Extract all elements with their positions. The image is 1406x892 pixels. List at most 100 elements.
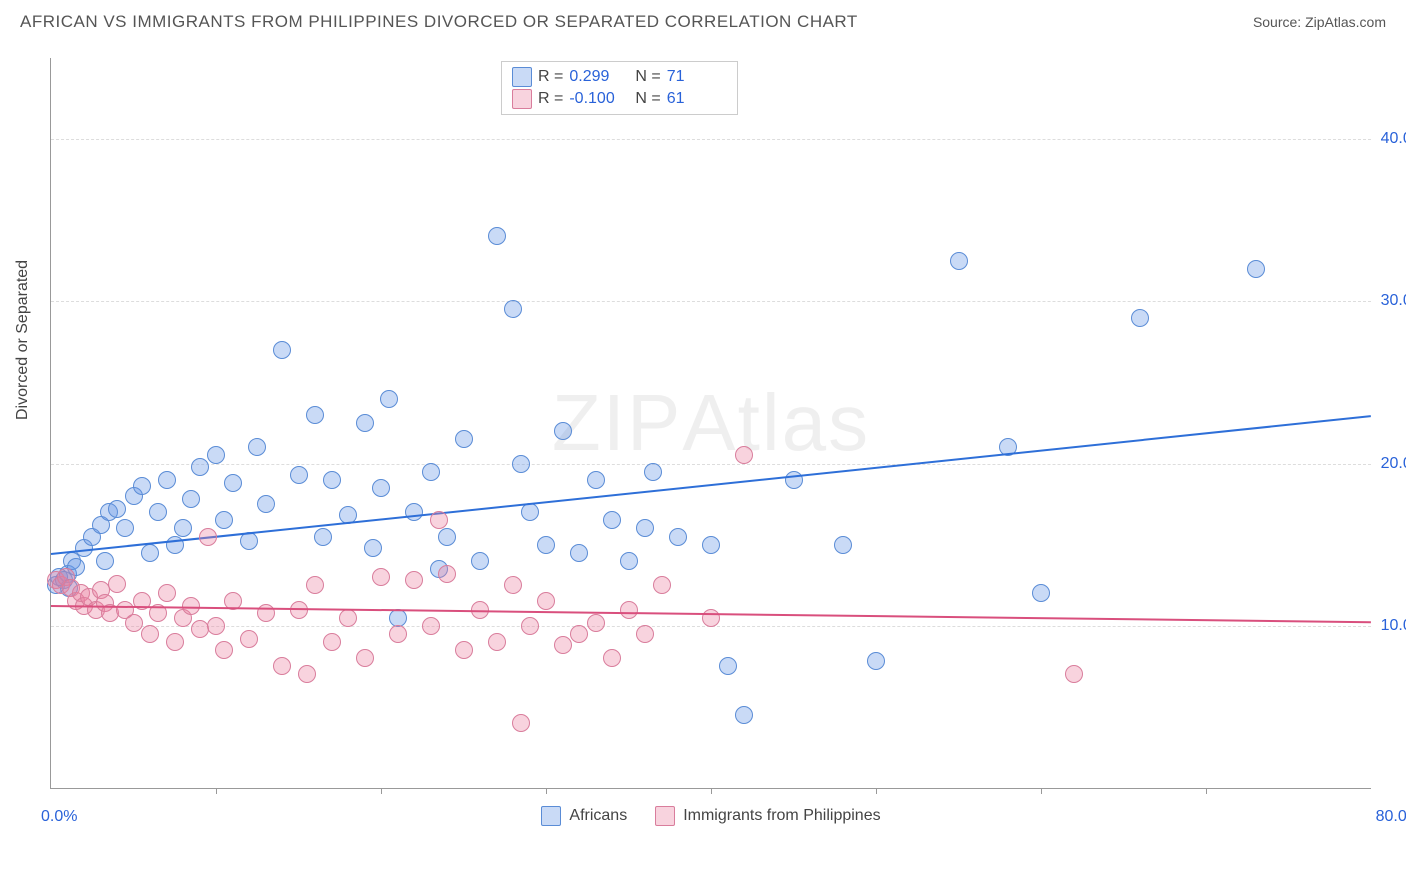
grid-line [51,301,1371,302]
data-point [644,463,662,481]
data-point [702,536,720,554]
y-axis-label: Divorced or Separated [14,260,32,420]
stats-box: R = 0.299 N = 71 R = -0.100 N = 61 [501,61,738,115]
data-point [504,300,522,318]
data-point [389,625,407,643]
data-point [719,657,737,675]
data-point [1247,260,1265,278]
data-point [537,536,555,554]
data-point [554,636,572,654]
data-point [488,633,506,651]
data-point [191,458,209,476]
data-point [215,641,233,659]
data-point [570,544,588,562]
data-point [133,477,151,495]
watermark-thin: Atlas [682,378,870,467]
data-point [96,552,114,570]
legend-swatch-2 [655,806,675,826]
stats-N-label: N = [635,68,660,86]
data-point [224,474,242,492]
data-point [504,576,522,594]
data-point [455,430,473,448]
data-point [339,609,357,627]
data-point [702,609,720,627]
data-point [158,471,176,489]
data-point [521,617,539,635]
watermark: ZIPAtlas [552,377,870,469]
data-point [257,604,275,622]
data-point [240,630,258,648]
data-point [298,665,316,683]
data-point [636,519,654,537]
y-tick-label: 40.0% [1381,130,1406,148]
data-point [570,625,588,643]
data-point [158,584,176,602]
trend-line-1 [51,415,1371,555]
data-point [405,571,423,589]
data-point [141,544,159,562]
data-point [620,601,638,619]
scatter-chart: ZIPAtlas R = 0.299 N = 71 R = -0.100 N =… [50,58,1371,789]
x-tick [216,788,217,794]
data-point [422,617,440,635]
x-tick [1041,788,1042,794]
data-point [290,466,308,484]
data-point [199,528,217,546]
y-tick-label: 30.0% [1381,292,1406,310]
data-point [306,406,324,424]
stats-N-value-2: 61 [667,90,727,108]
x-tick [711,788,712,794]
x-max-label: 80.0% [1376,808,1406,826]
data-point [554,422,572,440]
data-point [380,390,398,408]
data-point [108,500,126,518]
stats-R-label: R = [538,68,563,86]
grid-line [51,464,1371,465]
data-point [735,706,753,724]
x-tick [1206,788,1207,794]
data-point [372,479,390,497]
legend-item-series2: Immigrants from Philippines [655,806,880,826]
data-point [512,714,530,732]
legend: Africans Immigrants from Philippines [51,806,1371,826]
watermark-bold: ZIP [552,378,682,467]
data-point [653,576,671,594]
data-point [636,625,654,643]
data-point [603,511,621,529]
data-point [323,471,341,489]
data-point [422,463,440,481]
data-point [430,511,448,529]
stats-R-label: R = [538,90,563,108]
legend-item-series1: Africans [541,806,627,826]
data-point [356,649,374,667]
data-point [141,625,159,643]
data-point [669,528,687,546]
data-point [587,614,605,632]
data-point [273,657,291,675]
data-point [867,652,885,670]
stats-row-series1: R = 0.299 N = 71 [512,66,727,88]
stats-N-label: N = [635,90,660,108]
data-point [405,503,423,521]
data-point [108,575,126,593]
data-point [257,495,275,513]
swatch-series1 [512,67,532,87]
y-tick-label: 10.0% [1381,617,1406,635]
stats-N-value-1: 71 [667,68,727,86]
data-point [1065,665,1083,683]
stats-R-value-2: -0.100 [569,90,629,108]
data-point [207,446,225,464]
data-point [166,633,184,651]
chart-title: AFRICAN VS IMMIGRANTS FROM PHILIPPINES D… [20,12,858,32]
x-tick [546,788,547,794]
grid-line [51,139,1371,140]
data-point [215,511,233,529]
x-tick [876,788,877,794]
data-point [273,341,291,359]
data-point [438,565,456,583]
data-point [512,455,530,473]
data-point [537,592,555,610]
data-point [174,519,192,537]
y-tick-label: 20.0% [1381,455,1406,473]
data-point [735,446,753,464]
